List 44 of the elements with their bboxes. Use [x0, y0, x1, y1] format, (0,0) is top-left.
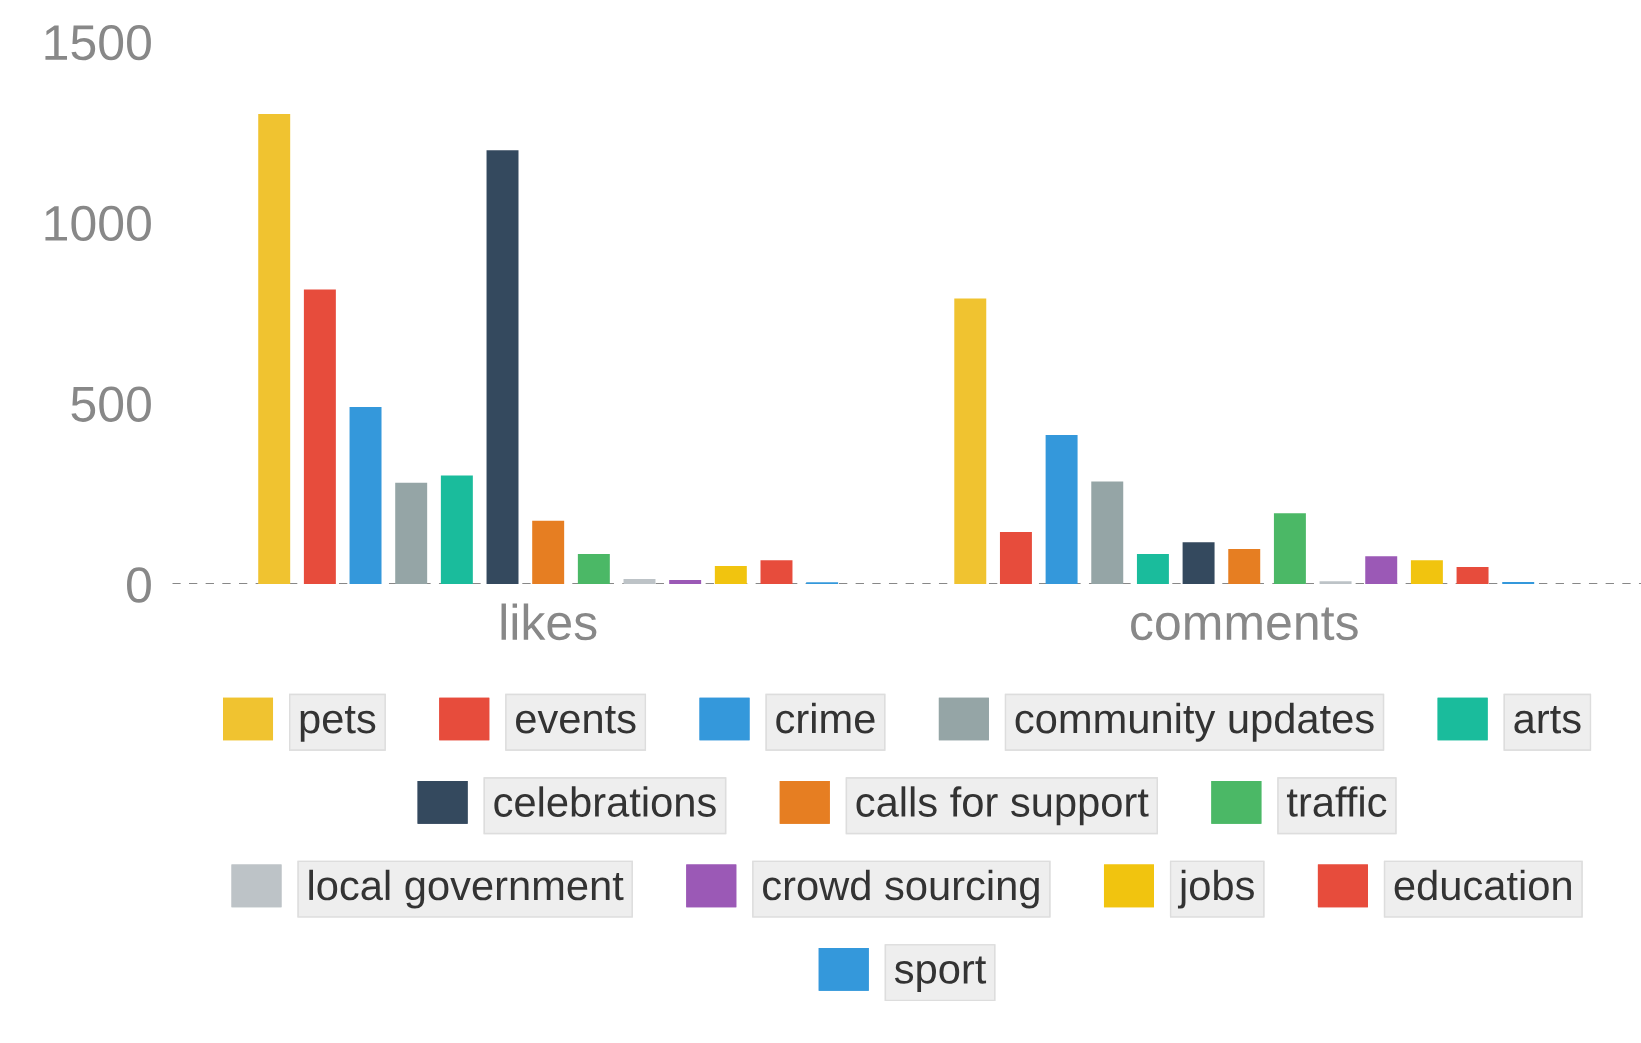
bar — [1319, 581, 1352, 585]
legend-label: arts — [1514, 706, 1581, 734]
x-tick-label: likes — [501, 603, 597, 641]
bar — [349, 406, 382, 585]
bar — [532, 520, 565, 585]
y-tick-label: 1500 — [45, 24, 151, 61]
legend-label: pets — [300, 706, 376, 742]
y-tick-label: 500 — [71, 386, 151, 422]
bar — [395, 482, 428, 585]
legend-label: jobs — [1177, 869, 1254, 909]
legend-label: traffic — [1286, 786, 1387, 817]
y-tick-label: 1000 — [45, 205, 151, 242]
bar — [1228, 549, 1261, 585]
legend-label: local government — [309, 869, 624, 909]
bar — [303, 289, 336, 585]
legend-label: community updates — [1015, 702, 1374, 742]
legend-label: crowd sourcing — [763, 869, 1039, 909]
bar — [1045, 435, 1078, 585]
bar — [486, 150, 519, 585]
x-tick-label: comments — [1131, 607, 1358, 641]
legend-label: crime — [776, 702, 875, 734]
bar — [1182, 542, 1215, 585]
bar — [1091, 481, 1124, 585]
legend-label: calls for support — [856, 786, 1149, 826]
bar — [1365, 556, 1398, 585]
bar — [258, 114, 291, 585]
bar — [1456, 567, 1489, 585]
bar — [714, 566, 747, 585]
legend-label: events — [516, 706, 636, 734]
bar — [577, 554, 610, 585]
bar — [669, 580, 702, 585]
legend-label: celebrations — [494, 786, 716, 817]
legend-label: sport — [894, 956, 987, 993]
bar — [760, 560, 793, 585]
bar — [623, 579, 656, 585]
bar — [440, 475, 473, 585]
bar — [1136, 554, 1169, 585]
bar — [954, 298, 987, 585]
bar — [1410, 560, 1443, 585]
legend-label: education — [1394, 869, 1571, 901]
y-tick-label: 0 — [127, 567, 151, 603]
bar — [1502, 581, 1535, 585]
bar — [1273, 513, 1306, 585]
bar — [999, 532, 1032, 585]
